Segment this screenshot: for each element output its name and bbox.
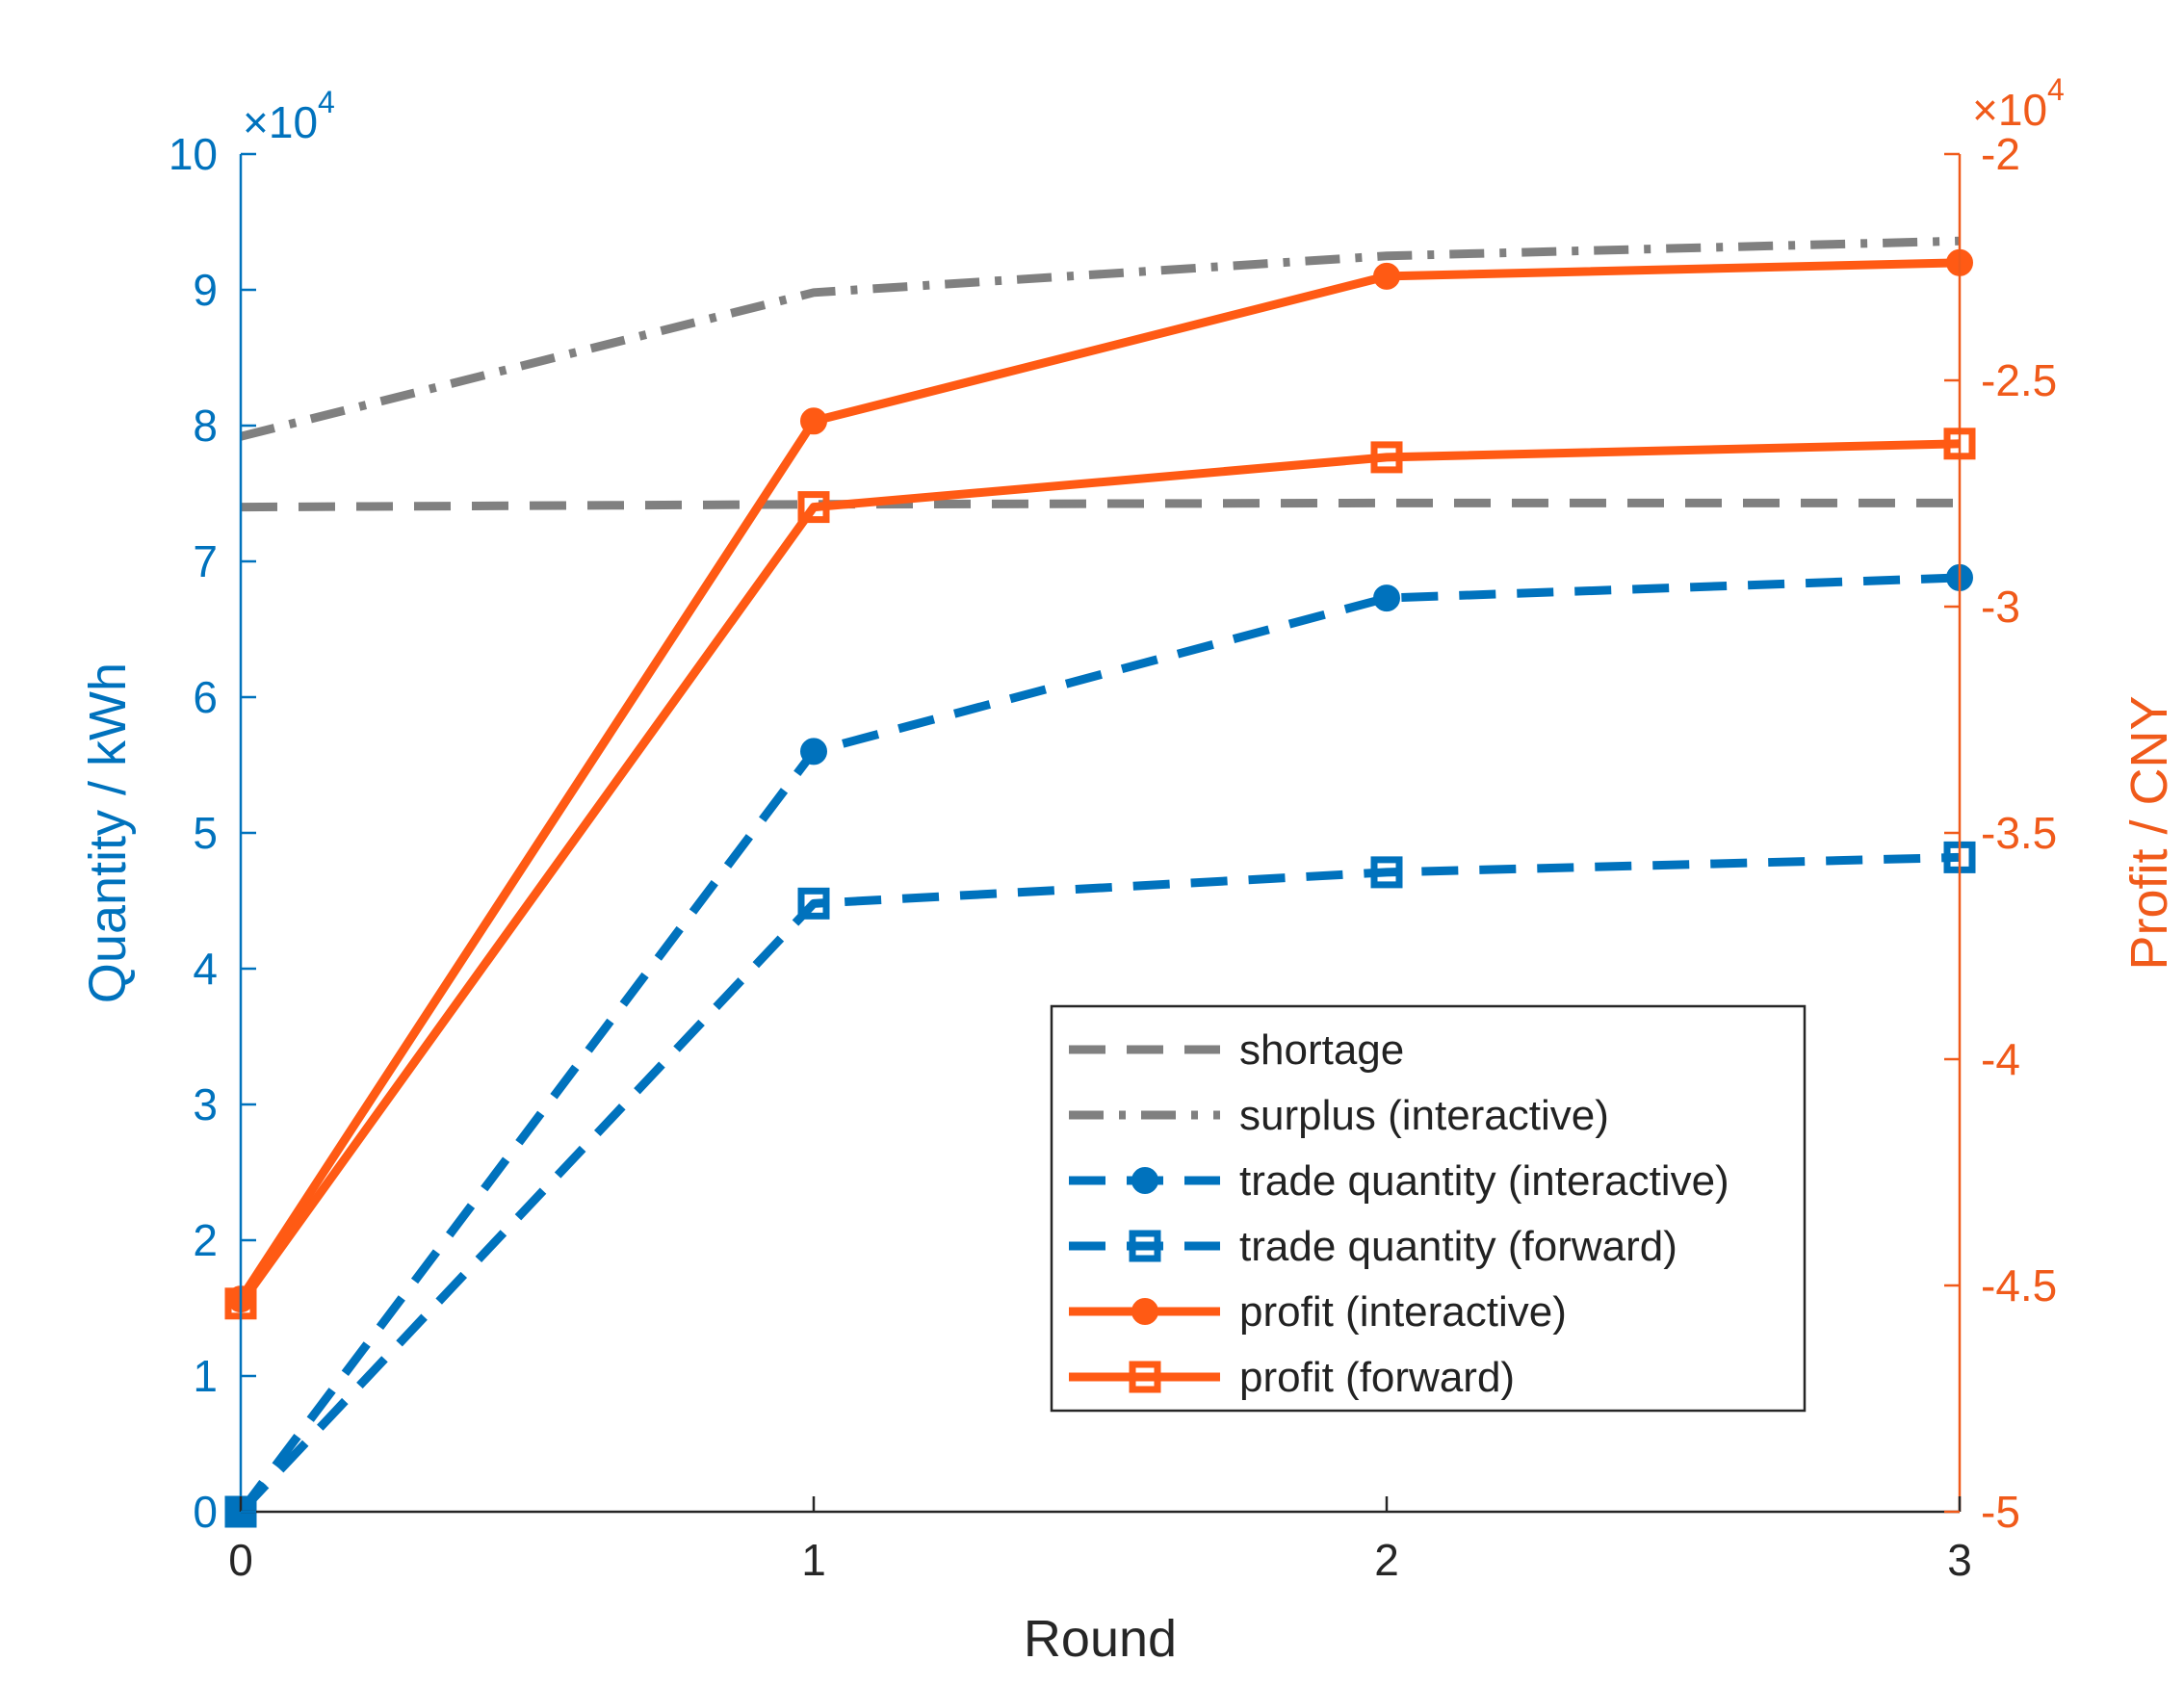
right-y-axis-label: Profit / CNY — [2120, 695, 2178, 970]
left-y-tick-label: 3 — [193, 1079, 218, 1129]
right-y-tick-label: -3.5 — [1981, 808, 2057, 858]
left-y-tick-label: 0 — [193, 1487, 218, 1537]
legend-entry: profit (forward) — [1069, 1354, 1515, 1401]
right-y-tick-label: -4 — [1981, 1034, 2020, 1084]
circle-marker — [800, 738, 827, 766]
right-y-tick-label: -2.5 — [1981, 355, 2057, 405]
legend-label: shortage — [1239, 1026, 1404, 1074]
legend-entry: surplus (interactive) — [1069, 1092, 1609, 1139]
left-y-tick-label: 5 — [193, 808, 218, 858]
series-line — [237, 439, 1961, 1307]
circle-marker — [800, 407, 827, 435]
axes-layer: 0 1 2 3 Round 0 1 2 3 4 5 6 7 8 9 10 -5 -4.5 -4 -3.5 -3 -2.5 -… — [79, 72, 2178, 1668]
legend: shortage surplus (interactive) trade quant… — [1050, 1004, 1807, 1413]
right-y-tick-label: -4.5 — [1981, 1260, 2057, 1311]
legend-label: profit (forward) — [1239, 1354, 1515, 1401]
x-tick-label: 3 — [1947, 1535, 1972, 1585]
left-y-axis-label: Quantity / kWh — [79, 662, 137, 1003]
left-y-tick-label: 6 — [193, 672, 218, 722]
legend-label: surplus (interactive) — [1239, 1092, 1609, 1139]
legend-entry: profit (interactive) — [1069, 1288, 1567, 1336]
left-exponent-label: ×104 — [243, 85, 335, 147]
left-y-tick-label: 1 — [193, 1351, 218, 1401]
series-line — [239, 236, 1961, 441]
x-axis-label: Round — [1024, 1610, 1177, 1668]
left-y-tick-label: 8 — [193, 401, 218, 451]
right-y-tick-label: -5 — [1981, 1487, 2020, 1537]
circle-marker — [1373, 584, 1400, 612]
right-exponent-label: ×104 — [1972, 72, 2065, 135]
series-line — [237, 258, 1961, 1302]
legend-entry: trade quantity (forward) — [1069, 1223, 1677, 1270]
legend-label: trade quantity (interactive) — [1239, 1157, 1729, 1205]
left-y-tick-label: 7 — [193, 536, 218, 586]
square-marker — [797, 491, 830, 524]
left-y-tick-label: 9 — [193, 265, 218, 315]
right-y-tick-label: -2 — [1981, 129, 2020, 179]
left-y-tick-label: 10 — [169, 129, 218, 179]
legend-entry: trade quantity (interactive) — [1069, 1157, 1729, 1205]
square-marker — [797, 887, 830, 920]
circle-marker — [1131, 1167, 1158, 1194]
series-line — [237, 573, 1961, 1515]
circle-marker — [1131, 1298, 1158, 1325]
circle-marker — [1373, 262, 1400, 290]
legend-entry: shortage — [1069, 1026, 1404, 1074]
legend-box — [1050, 1004, 1807, 1413]
left-y-tick-label: 2 — [193, 1215, 218, 1265]
square-marker — [1129, 1230, 1161, 1262]
legend-label: profit (interactive) — [1239, 1288, 1567, 1336]
square-marker — [1370, 856, 1403, 889]
x-tick-label: 1 — [801, 1535, 826, 1585]
square-marker — [1129, 1361, 1161, 1393]
square-marker — [1370, 441, 1403, 474]
legend-label: trade quantity (forward) — [1239, 1223, 1677, 1270]
series-surplus-interactive- — [239, 236, 1961, 441]
x-tick-label: 2 — [1374, 1535, 1399, 1585]
x-tick-label: 0 — [228, 1535, 253, 1585]
right-y-tick-label: -3 — [1981, 582, 2020, 632]
series-line — [237, 852, 1961, 1516]
left-y-tick-label: 4 — [193, 944, 218, 994]
